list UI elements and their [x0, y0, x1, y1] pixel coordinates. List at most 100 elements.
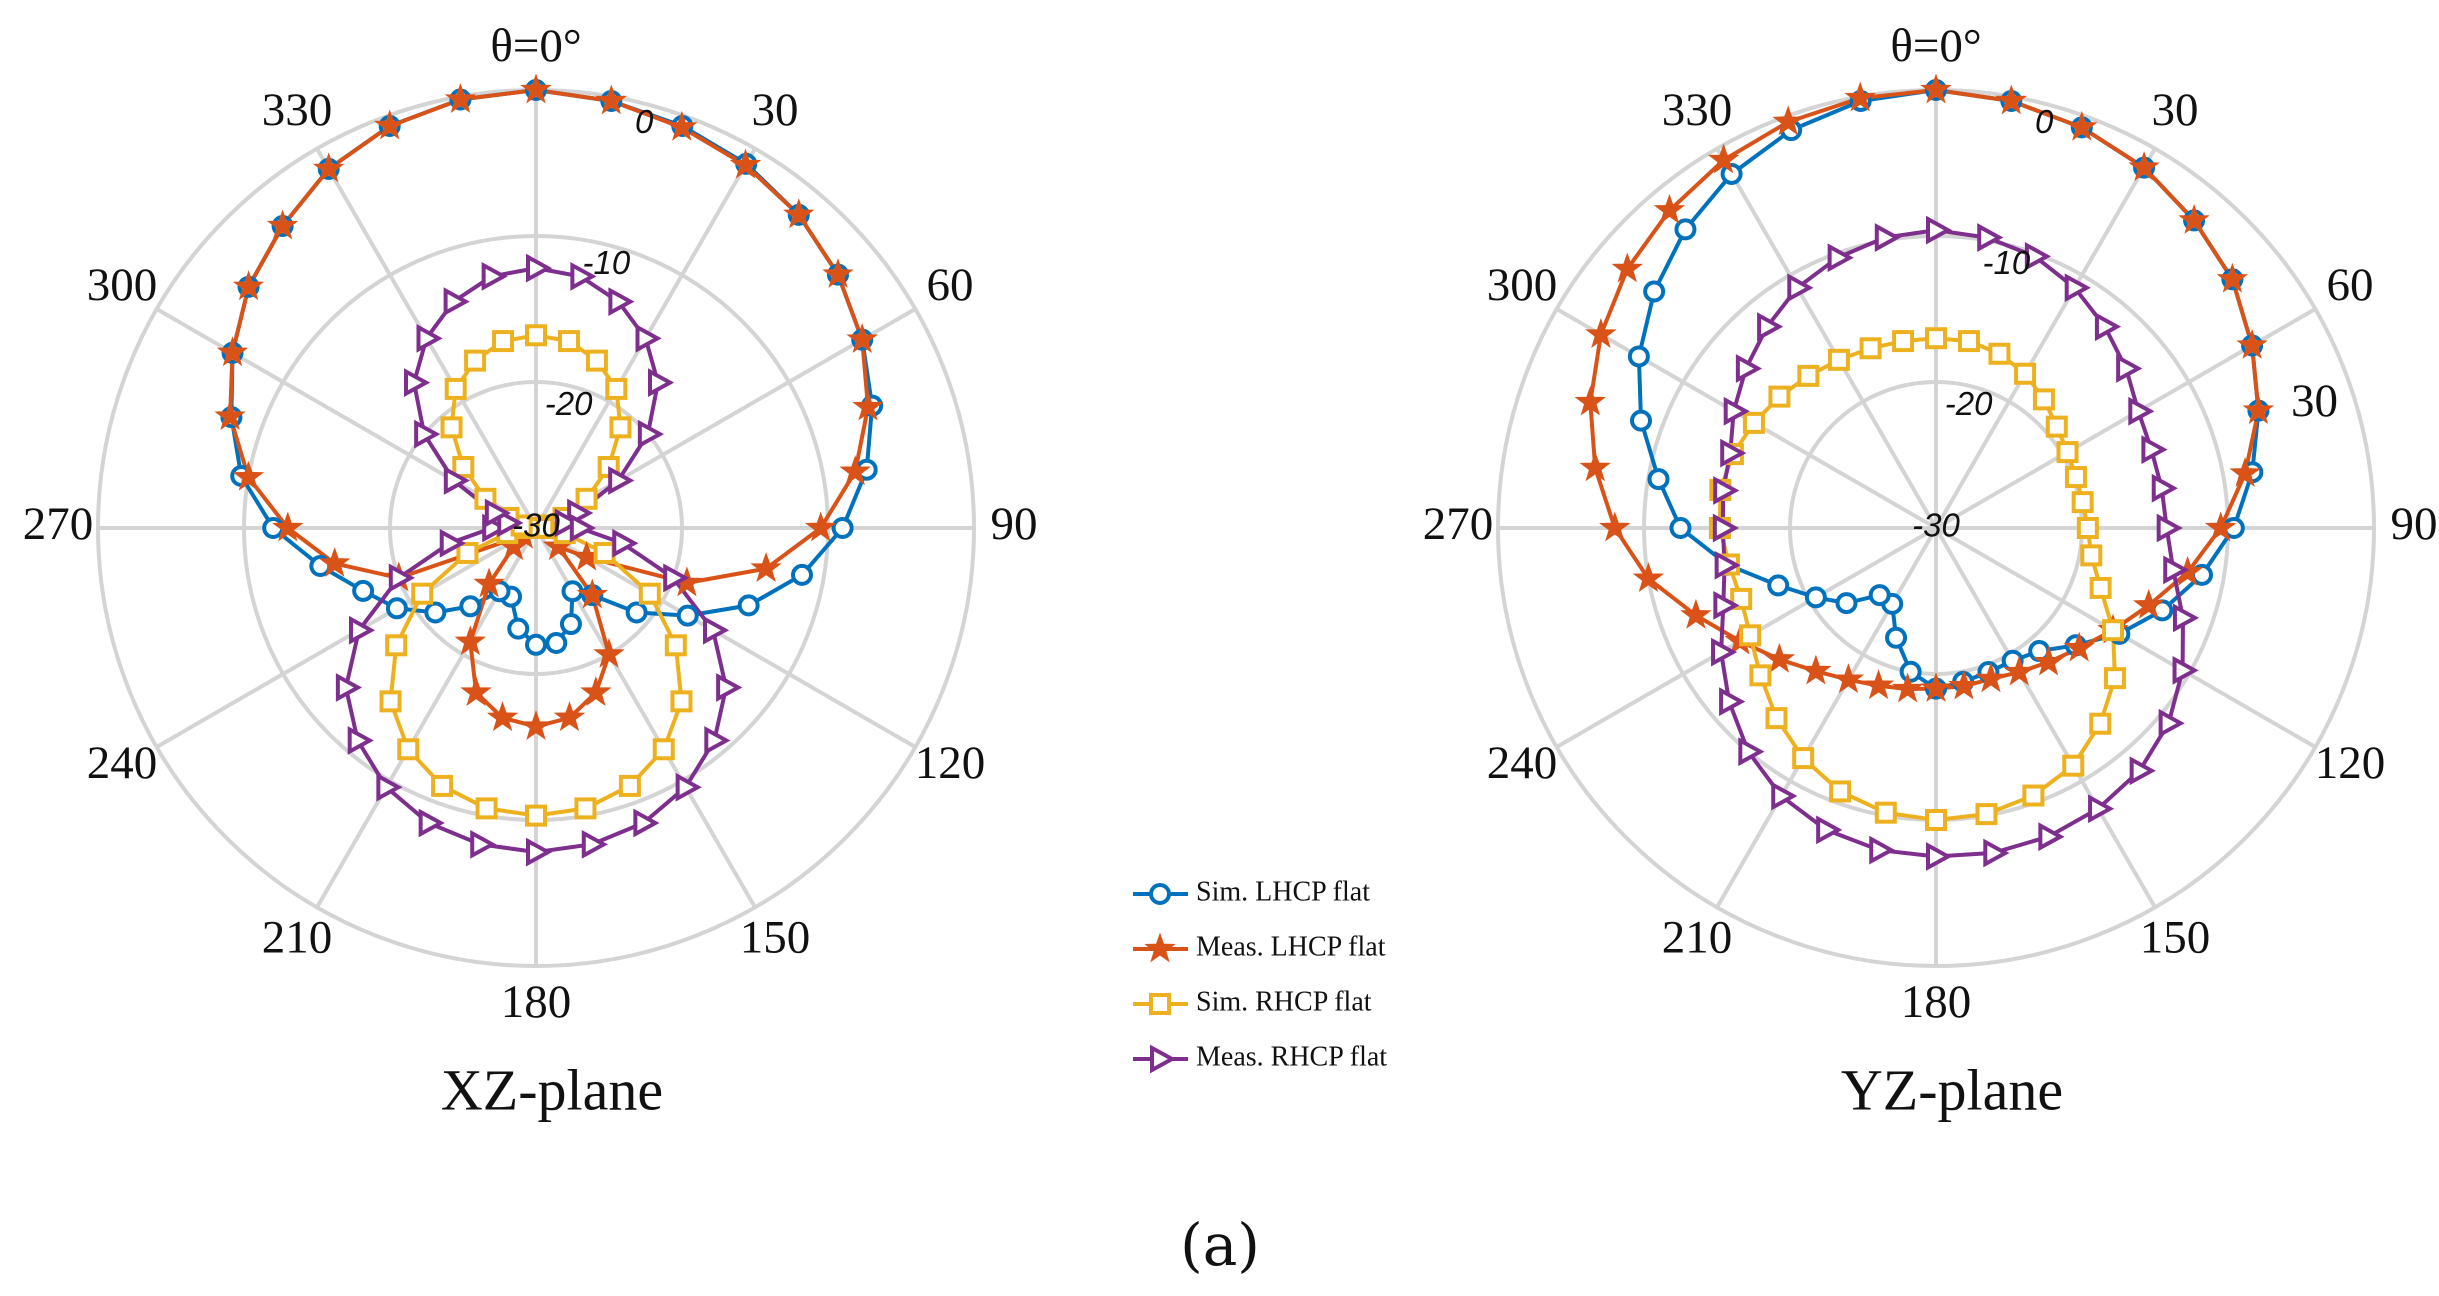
marker — [388, 563, 415, 593]
marker — [574, 797, 597, 820]
grid-spoke — [535, 307, 917, 530]
theta-tick-label: 180 — [1901, 976, 1972, 1028]
marker — [1874, 223, 1901, 252]
marker — [2022, 784, 2045, 807]
marker — [1719, 687, 1746, 716]
marker — [1711, 637, 1738, 667]
chart-title: YZ-plane — [1841, 1057, 2063, 1122]
marker — [1149, 883, 1171, 905]
theta-tick-label: 150 — [740, 912, 811, 964]
theta-tick-label: 120 — [915, 737, 986, 789]
grid-spoke — [155, 307, 538, 530]
marker — [2094, 312, 2122, 342]
marker — [2102, 619, 2125, 642]
grid-spoke — [535, 526, 917, 749]
marker — [214, 400, 246, 431]
marker — [2242, 394, 2275, 425]
marker — [2158, 708, 2185, 738]
marker — [1892, 330, 1915, 353]
marker — [443, 466, 470, 495]
theta-tick-label: 330 — [262, 84, 333, 136]
grid-spoke — [155, 526, 538, 749]
marker — [525, 633, 547, 656]
marker — [1899, 660, 1922, 683]
marker — [1926, 215, 1953, 245]
marker — [2066, 110, 2098, 141]
marker — [676, 604, 699, 627]
marker — [633, 808, 660, 838]
marker — [1920, 73, 1952, 104]
theta-tick-label: 240 — [87, 737, 158, 789]
marker — [272, 511, 304, 542]
marker — [570, 261, 597, 291]
marker — [612, 528, 639, 558]
marker — [1829, 780, 1852, 803]
marker — [1832, 663, 1865, 694]
marker — [444, 377, 467, 400]
theta-tick-label: 270 — [23, 498, 94, 550]
marker — [1585, 317, 1617, 348]
marker — [1720, 438, 1747, 468]
marker — [397, 738, 420, 761]
marker — [2014, 362, 2037, 385]
marker — [1765, 707, 1788, 730]
marker — [431, 774, 454, 797]
annotation: 30 — [2291, 375, 2338, 427]
marker — [2129, 756, 2156, 786]
marker — [585, 349, 608, 372]
marker — [675, 772, 702, 802]
legend-label: Sim. LHCP flat — [1196, 876, 1370, 907]
marker — [1771, 781, 1798, 811]
marker — [1707, 143, 1740, 174]
grid-spoke — [1715, 147, 1938, 530]
marker — [1630, 409, 1653, 432]
marker — [595, 84, 628, 115]
marker — [580, 676, 612, 707]
legend-label: Meas. RHCP flat — [1196, 1041, 1387, 1072]
marker — [348, 615, 376, 645]
marker — [1714, 550, 1741, 580]
marker — [2103, 667, 2126, 690]
marker — [2236, 328, 2268, 359]
marker — [846, 323, 878, 354]
r-tick-label: -30 — [1912, 507, 1960, 544]
marker — [1827, 348, 1850, 371]
marker — [1800, 654, 1832, 685]
marker — [1925, 809, 1947, 831]
marker — [716, 673, 743, 702]
marker — [593, 541, 616, 564]
marker — [666, 110, 698, 141]
marker — [2080, 544, 2103, 567]
marker — [557, 330, 580, 353]
marker — [852, 390, 884, 421]
marker — [1599, 511, 1631, 542]
marker — [2151, 473, 2178, 503]
marker — [663, 563, 690, 593]
marker — [456, 541, 479, 564]
marker — [1768, 385, 1791, 408]
marker — [2003, 655, 2035, 686]
marker — [439, 528, 466, 558]
marker — [1713, 591, 1740, 620]
marker — [1925, 327, 1947, 350]
marker — [1632, 562, 1665, 593]
marker — [418, 808, 445, 838]
marker — [1680, 598, 1712, 629]
marker — [1804, 586, 1827, 609]
marker — [486, 701, 519, 732]
marker — [618, 774, 641, 797]
marker — [526, 253, 553, 283]
marker — [232, 460, 265, 491]
marker — [1772, 105, 1804, 136]
theta-tick-label: 150 — [2140, 912, 2211, 964]
theta-tick-label: 30 — [752, 84, 799, 136]
marker — [593, 637, 625, 668]
marker — [1983, 838, 2010, 868]
marker — [1975, 662, 2007, 693]
marker — [1653, 193, 1686, 224]
marker — [1150, 1044, 1177, 1074]
marker — [2172, 603, 2200, 633]
marker — [1643, 280, 1666, 303]
marker — [804, 511, 837, 542]
